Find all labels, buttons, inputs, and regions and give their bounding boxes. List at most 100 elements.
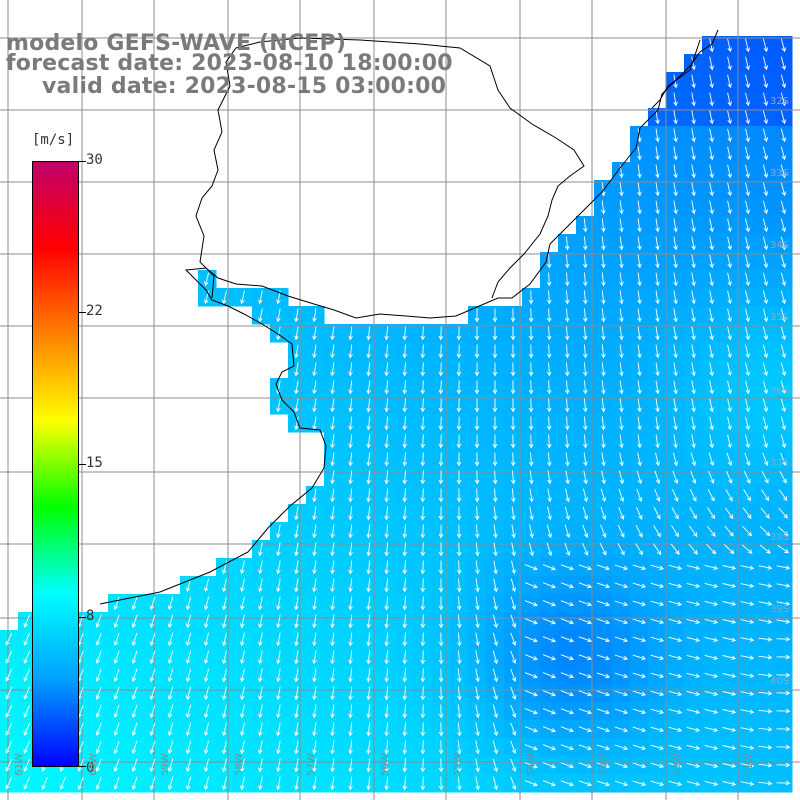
wind-arrow: [203, 578, 210, 593]
wind-arrow: [276, 614, 281, 629]
wind-arrow: [745, 308, 751, 323]
wind-arrow: [529, 506, 534, 521]
wind-arrow: [601, 254, 606, 269]
wind-arrow: [330, 560, 335, 575]
wind-arrow: [131, 704, 138, 719]
longitude-label: 58W: [234, 753, 245, 776]
wind-arrow: [596, 780, 611, 787]
wind-arrow: [637, 218, 642, 233]
wind-arrow: [457, 668, 462, 683]
wind-arrow: [456, 434, 462, 449]
wind-arrow: [131, 740, 138, 755]
wind-vectors: [5, 38, 791, 791]
wind-arrow: [578, 654, 592, 661]
wind-arrow: [276, 560, 281, 575]
wind-arrow: [745, 326, 751, 341]
wind-arrow: [560, 726, 574, 733]
wind-arrow: [203, 650, 210, 665]
wind-arrow: [740, 691, 755, 696]
wind-arrow: [510, 578, 517, 593]
wind-arrow: [23, 740, 31, 754]
wind-arrow: [727, 308, 732, 323]
wind-arrow: [632, 780, 647, 787]
wind-arrow: [185, 668, 192, 683]
wind-arrow: [366, 416, 371, 431]
wind-arrow: [673, 110, 678, 125]
longitude-label: 54W: [526, 753, 537, 776]
wind-arrow: [776, 654, 791, 660]
latitude-label: 32S: [770, 96, 790, 107]
wind-arrow: [510, 416, 516, 431]
wind-arrow: [600, 488, 607, 503]
wind-arrow: [704, 690, 719, 697]
wind-arrow: [420, 398, 426, 413]
wind-arrow: [348, 632, 353, 647]
wind-arrow: [542, 618, 556, 625]
wind-arrow: [167, 722, 174, 737]
wind-arrow: [614, 744, 629, 751]
wind-arrow: [131, 722, 138, 737]
wind-arrow: [330, 470, 335, 485]
wind-arrow: [384, 506, 389, 521]
wind-arrow: [149, 650, 156, 665]
wind-arrow: [149, 704, 156, 719]
wind-arrow: [637, 344, 642, 359]
wind-arrow: [524, 690, 538, 697]
wind-arrow: [258, 704, 263, 719]
wind-arrow: [438, 362, 444, 377]
latitude-label: 38S: [770, 532, 790, 543]
wind-arrow: [492, 344, 498, 359]
wind-arrow: [524, 654, 538, 661]
wind-arrow: [686, 600, 701, 607]
wind-arrow: [475, 776, 480, 791]
wind-arrow: [686, 690, 701, 697]
wind-arrow: [348, 758, 353, 773]
wind-arrow: [578, 690, 592, 697]
wind-arrow: [776, 565, 791, 570]
wind-arrow: [780, 308, 787, 323]
wind-arrow: [348, 542, 353, 557]
wind-arrow: [366, 542, 371, 557]
wind-arrow: [492, 632, 499, 647]
wind-arrow: [402, 542, 408, 557]
wind-arrow: [673, 362, 678, 377]
wind-arrow: [113, 686, 120, 700]
wind-arrow: [276, 722, 281, 737]
model-title: modelo GEFS-WAVE (NCEP): [6, 31, 347, 56]
wind-arrow: [511, 506, 516, 521]
latitude-label: 37S: [770, 458, 790, 469]
wind-arrow: [762, 128, 769, 143]
wind-arrow: [673, 146, 678, 161]
wind-arrow: [650, 780, 665, 787]
wind-arrow: [529, 470, 534, 485]
wind-arrow: [758, 745, 773, 750]
wind-arrow: [420, 452, 426, 467]
wind-arrow: [402, 686, 408, 701]
wind-arrow: [776, 744, 791, 750]
wind-arrow: [510, 632, 517, 646]
wind-arrow: [524, 582, 538, 589]
wind-arrow: [384, 362, 389, 377]
wind-arrow: [564, 272, 570, 287]
wind-arrow: [761, 470, 769, 484]
wind-arrow: [420, 650, 426, 665]
wind-arrow: [113, 722, 120, 736]
wind-arrow: [619, 452, 624, 467]
wind-arrow: [724, 525, 734, 537]
colorbar-tick-mark: [79, 464, 86, 465]
wind-arrow: [691, 272, 696, 287]
wind-arrow: [686, 780, 701, 787]
wind-arrow: [258, 542, 263, 557]
wind-arrow: [740, 781, 755, 786]
wind-arrow: [686, 726, 701, 733]
wind-arrow: [438, 560, 444, 575]
wind-arrow: [722, 601, 737, 606]
wind-arrow: [582, 308, 588, 323]
wind-arrow: [294, 506, 299, 521]
wind-arrow: [5, 686, 13, 700]
wind-arrow: [113, 758, 120, 772]
wind-arrow: [456, 506, 462, 521]
wind-arrow: [457, 740, 462, 755]
wind-arrow: [420, 488, 426, 503]
wind-arrow: [312, 704, 317, 719]
